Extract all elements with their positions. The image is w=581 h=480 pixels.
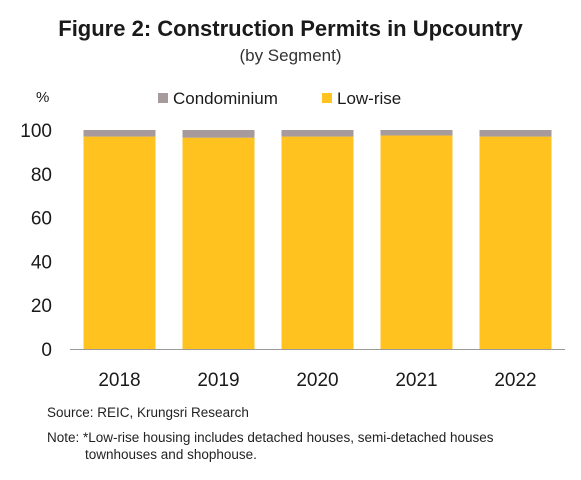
x-tick-label-2022: 2022: [494, 370, 536, 391]
x-axis-ticks: 2018 2019 2020 2021 2022: [98, 370, 536, 391]
footnote-line-1: Note: *Low-rise housing includes detache…: [47, 430, 494, 445]
legend-swatch-low-rise: [322, 93, 332, 103]
x-tick-label-2020: 2020: [296, 370, 338, 391]
y-axis-ticks: 0 20 40 60 80 100: [20, 121, 52, 361]
legend-label-condominium: Condominium: [173, 89, 278, 108]
footnote: Note: *Low-rise housing includes detache…: [47, 429, 567, 463]
bar-condominium-2022: [479, 130, 552, 137]
legend-swatch-condominium: [158, 93, 168, 103]
bar-condominium-2018: [83, 130, 156, 137]
bar-low-rise-2020: [281, 136, 354, 349]
bar-low-rise-2018: [83, 136, 156, 349]
chart-title: Figure 2: Construction Permits in Upcoun…: [58, 16, 523, 41]
y-tick-label-0: 0: [41, 340, 52, 361]
bar-condominium-2019: [182, 130, 255, 138]
source-note: Source: REIC, Krungsri Research: [47, 405, 249, 420]
footnote-line-2: townhouses and shophouse.: [85, 447, 257, 462]
legend: Condominium Low-rise: [158, 89, 401, 108]
y-tick-label-60: 60: [31, 209, 52, 230]
x-tick-label-2019: 2019: [197, 370, 239, 391]
bars: [83, 130, 552, 349]
bar-condominium-2021: [380, 130, 453, 136]
bar-condominium-2020: [281, 130, 354, 137]
x-tick-label-2018: 2018: [98, 370, 140, 391]
y-tick-label-40: 40: [31, 252, 52, 273]
bar-low-rise-2021: [380, 135, 453, 349]
bar-low-rise-2022: [479, 136, 552, 349]
chart-subtitle: (by Segment): [239, 46, 342, 65]
legend-label-low-rise: Low-rise: [337, 89, 401, 108]
x-tick-label-2021: 2021: [395, 370, 437, 391]
y-tick-label-100: 100: [20, 121, 52, 142]
y-tick-label-80: 80: [31, 165, 52, 186]
y-tick-label-20: 20: [31, 296, 52, 317]
bar-low-rise-2019: [182, 137, 255, 349]
y-axis-unit-label: %: [36, 89, 49, 106]
